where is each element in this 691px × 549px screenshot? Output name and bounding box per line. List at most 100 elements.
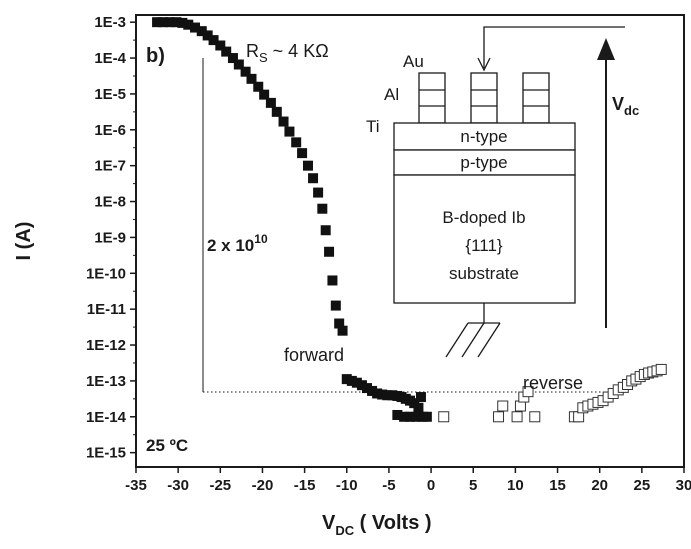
data-point — [356, 380, 367, 391]
data-point — [259, 89, 270, 100]
plot-frame — [135, 14, 685, 468]
contact-stack-1 — [418, 72, 446, 124]
data-point — [215, 40, 226, 51]
x-axis-title: VDC ( Volts ) — [322, 512, 432, 538]
probe-arrow-icon — [477, 57, 491, 72]
data-point — [410, 411, 421, 422]
vdc-main: V — [612, 94, 624, 114]
rs-sub: S — [259, 50, 268, 65]
data-point — [297, 148, 308, 159]
data-point — [382, 390, 393, 401]
data-point — [415, 392, 426, 403]
probe-wire — [483, 26, 625, 68]
data-point — [308, 173, 319, 184]
x-tick-label: 5 — [469, 477, 477, 494]
y-tick-label: 1E-14 — [86, 409, 127, 426]
data-point — [164, 17, 175, 28]
data-point — [346, 375, 357, 386]
y-tick-label: 1E-5 — [94, 86, 126, 103]
ground-hatch-3 — [477, 322, 501, 358]
x-axis-title-main: V — [322, 512, 336, 534]
al-label: Al — [384, 85, 399, 104]
series-resistance-label: RS ~ 4 KΩ — [246, 41, 329, 65]
x-tick-label: -15 — [294, 477, 316, 494]
data-point — [265, 97, 276, 108]
data-point — [152, 17, 163, 28]
data-point — [246, 73, 257, 84]
vdc-sub: dc — [624, 103, 639, 118]
reverse-series — [438, 363, 667, 423]
x-tick-label: -30 — [167, 477, 189, 494]
y-tick-label: 1E-7 — [94, 158, 126, 175]
y-tick-label: 1E-15 — [86, 445, 126, 462]
x-tick-label: -35 — [125, 477, 147, 494]
x-axis-ticks: -35 -30 -25 -20 -15 -10 -5 0 5 10 15 20 25 30 — [125, 467, 691, 494]
data-point — [227, 53, 238, 64]
data-point — [183, 19, 194, 30]
data-point — [190, 22, 201, 33]
data-point — [233, 59, 244, 70]
data-point — [421, 411, 432, 422]
data-point — [377, 389, 388, 400]
data-point — [221, 46, 232, 57]
x-axis-title-sub: DC — [335, 523, 354, 538]
y-tick-label: 1E-12 — [86, 337, 126, 354]
data-point — [438, 411, 450, 423]
data-point — [208, 35, 219, 46]
x-tick-label: 10 — [507, 477, 524, 494]
ti-label: Ti — [366, 117, 380, 136]
temperature-label: 25 ºC — [146, 436, 188, 455]
data-point — [327, 275, 338, 286]
contact-stack-3 — [522, 72, 550, 124]
vdc-label: Vdc — [612, 94, 639, 118]
ground-hatch-1 — [445, 322, 469, 358]
rs-rest: ~ 4 KΩ — [268, 41, 329, 61]
data-point — [362, 383, 373, 394]
au-label: Au — [403, 52, 424, 71]
data-point — [405, 411, 415, 422]
data-point — [529, 411, 541, 423]
contact-stack-2 — [470, 72, 498, 124]
y-axis-ticks: 1E-3 1E-4 1E-5 1E-6 1E-7 1E-8 1E-9 1E-10 1E-11 1E… — [86, 14, 136, 462]
vdc-arrow-head-icon — [597, 38, 615, 60]
data-point — [522, 386, 534, 398]
forward-series — [152, 17, 432, 422]
ground-hatch-2 — [461, 322, 485, 358]
data-point — [330, 300, 341, 311]
data-point — [278, 116, 289, 127]
ratio-main: 2 x 10 — [207, 236, 254, 255]
x-tick-label: 20 — [591, 477, 608, 494]
y-tick-label: 1E-10 — [86, 265, 126, 282]
data-point — [271, 106, 282, 117]
data-point — [511, 411, 523, 423]
data-point — [320, 225, 331, 236]
n-type-layer — [393, 122, 576, 151]
data-point — [387, 390, 398, 401]
data-point — [302, 160, 313, 171]
data-point — [317, 203, 328, 214]
substrate-label-line3: substrate — [449, 264, 519, 283]
data-point — [413, 402, 424, 413]
y-tick-label: 1E-9 — [94, 229, 126, 246]
x-tick-label: 0 — [427, 477, 435, 494]
data-point — [240, 66, 251, 77]
y-tick-label: 1E-6 — [94, 122, 126, 139]
substrate-layer — [393, 174, 576, 304]
data-point — [177, 17, 188, 28]
p-type-layer — [393, 149, 576, 176]
p-type-label: p-type — [460, 153, 507, 172]
data-point — [655, 363, 667, 375]
plot-area — [135, 14, 685, 468]
data-point — [291, 137, 302, 148]
device-inset: n-type p-type B-doped Ib {111} substrate… — [366, 26, 639, 358]
data-point — [202, 30, 213, 41]
x-tick-label: -5 — [382, 477, 395, 494]
y-tick-label: 1E-11 — [87, 301, 126, 318]
x-tick-label: -25 — [209, 477, 231, 494]
ratio-label: 2 x 1010 — [207, 232, 268, 255]
data-point — [157, 17, 168, 28]
data-point — [367, 385, 378, 396]
data-point — [171, 17, 182, 28]
y-tick-label: 1E-13 — [86, 373, 126, 390]
